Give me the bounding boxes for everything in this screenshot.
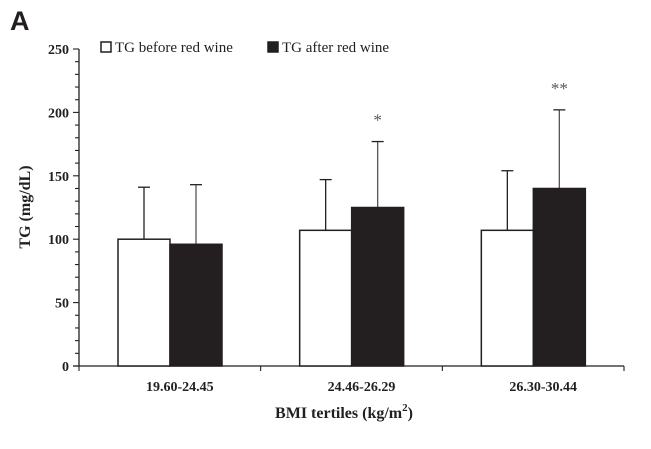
x-tick-label: 24.46-26.29 [328,380,396,395]
y-axis-label: TG (mg/dL) [17,165,34,248]
x-axis-label-suffix: ) [408,405,413,422]
legend-label: TG before red wine [115,40,233,56]
y-tick-label: 150 [48,170,69,185]
x-tick-label: 19.60-24.45 [146,380,214,395]
legend-swatch-before [100,41,112,53]
legend-label: TG after red wine [282,40,389,56]
significance-marker: ** [551,79,568,98]
y-tick-label: 50 [55,297,69,312]
y-tick-label: 200 [48,106,69,121]
x-axis-label: BMI tertiles (kg/m2) [275,402,413,422]
bar-after [532,187,587,367]
bar-before [480,229,535,367]
y-tick-label: 0 [62,360,69,375]
bar-before [117,238,171,367]
legend: TG before red wine TG after red wine [100,40,389,56]
x-axis: 19.60-24.45 24.46-26.29 26.30-30.44 [73,365,625,395]
bar-before [298,229,353,367]
x-axis-label-main: BMI tertiles (kg/m [275,405,403,422]
y-tick-label: 250 [48,43,69,58]
y-axis: 0 50 100 150 200 250 [48,43,80,375]
panel-label: A [10,6,30,36]
x-tick-label: 26.30-30.44 [509,380,577,395]
significance-marker: * [373,111,382,130]
bar-after [350,206,405,367]
legend-swatch-after [267,41,279,53]
bars: *** [117,79,587,367]
x-axis-label-superscript: 2 [402,402,408,414]
bar-after [169,243,223,367]
y-tick-label: 100 [48,233,69,248]
